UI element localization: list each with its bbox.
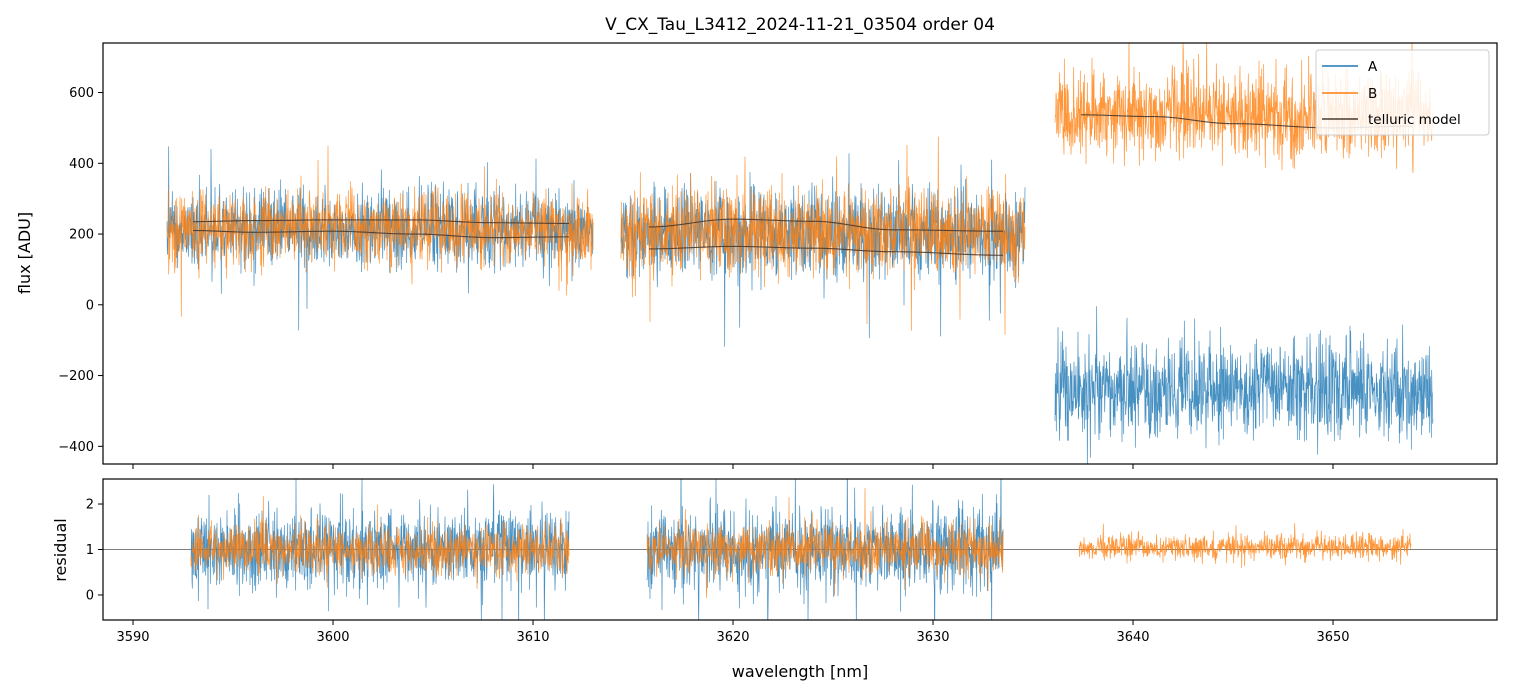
telluric-model-curve-2 [192, 219, 569, 224]
bottom-ylabel: residual [51, 518, 70, 581]
telluric-model-curve-1 [192, 229, 570, 239]
bottom-xtick-label: 3650 [1316, 630, 1349, 645]
top-series-b-segment-2 [620, 136, 1026, 335]
bottom-xtick-label: 3620 [716, 630, 749, 645]
top-series-a-segment-3 [1054, 306, 1434, 464]
top-ytick-label: 400 [69, 157, 94, 172]
bottom-panel: 0 1 2 3590 3600 3610 3620 3630 3640 3650 residual… [51, 478, 1498, 681]
top-ytick-label: 600 [69, 86, 94, 101]
bottom-axes-frame [102, 478, 1498, 621]
telluric-model-curve-4 [648, 245, 1004, 256]
bottom-ytick-label: 0 [86, 588, 94, 603]
bottom-ytick-label: 1 [86, 543, 94, 558]
bottom-xtick-label: 3630 [916, 630, 949, 645]
top-ytick-label: −400 [58, 440, 94, 455]
bottom-xlabel: wavelength [nm] [732, 662, 869, 681]
telluric-model-curve-3 [648, 218, 1003, 232]
top-axes-frame [102, 42, 1498, 465]
bottom-xtick-label: 3610 [516, 630, 549, 645]
bottom-xtick-label: 3600 [316, 630, 349, 645]
bottom-xtick-label: 3590 [116, 630, 149, 645]
bottom-xtick-label: 3640 [1116, 630, 1149, 645]
legend: A B telluric model [1315, 49, 1490, 136]
top-ylabel: flux [ADU] [15, 212, 34, 294]
top-series-b-segment-1 [166, 145, 594, 317]
chart-title: V_CX_Tau_L3412_2024-11-21_03504 order 04 [605, 15, 995, 35]
bottom-ytick-label: 2 [86, 498, 94, 513]
top-ytick-label: 0 [86, 298, 94, 313]
top-ytick-label: −200 [58, 369, 94, 384]
legend-label-b: B [1368, 86, 1377, 102]
legend-box [1315, 49, 1490, 136]
top-ytick-label: 200 [69, 228, 94, 243]
legend-label-a: A [1368, 59, 1378, 75]
top-panel: −400 −200 0 200 400 600 flux [ADU] A B tellur… [15, 42, 1498, 469]
legend-label-telluric: telluric model [1368, 112, 1461, 128]
bottom-series-b-segment-1 [190, 496, 570, 589]
bottom-series-b-segment-3 [1078, 523, 1412, 569]
bottom-series-b-segment-2 [646, 488, 1004, 598]
